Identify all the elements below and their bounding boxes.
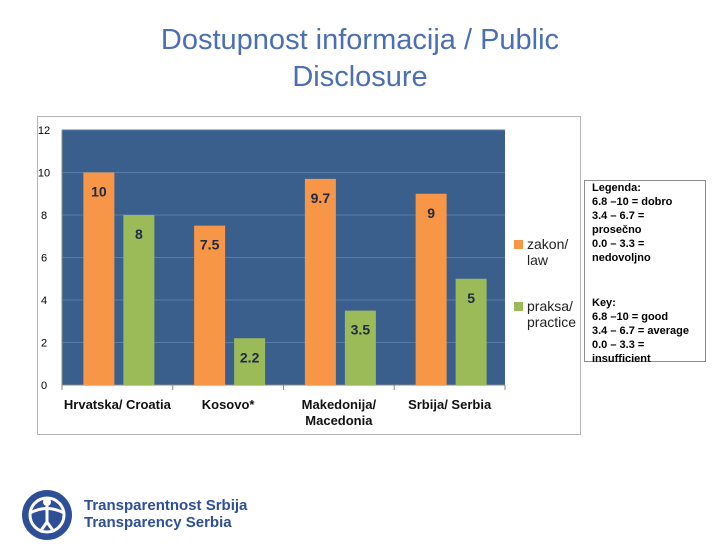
legend-label: practice <box>527 314 576 330</box>
legend-note-serbian: Legenda: 6.8 –10 = dobro 3.4 – 6.7 = pro… <box>592 182 673 264</box>
y-tick-label: 10 <box>38 168 50 180</box>
bar-value-label: 5 <box>467 290 475 306</box>
x-category-label: Kosovo* <box>202 397 256 412</box>
bar-value-label: 7.5 <box>200 237 220 253</box>
legend-label: law <box>527 252 549 268</box>
y-tick-label: 2 <box>41 338 47 350</box>
bar <box>194 225 226 385</box>
x-category-label: Makedonija/ <box>302 397 377 412</box>
bar <box>455 278 487 385</box>
x-category-label: Macedonia <box>305 413 373 428</box>
legend-note-box <box>584 180 706 362</box>
bar <box>123 215 155 385</box>
logo-text-line-2: Transparency Serbia <box>84 514 232 531</box>
bar-value-label: 2.2 <box>240 349 260 365</box>
y-tick-label: 8 <box>41 210 47 222</box>
bar <box>234 338 266 385</box>
y-tick-label: 6 <box>41 253 47 265</box>
logo-text-line-1: Transparentnost Srbija <box>84 497 248 514</box>
title-line-1: Dostupnost informacija / Public <box>160 24 560 56</box>
slide-title: Dostupnost informacija / Public Disclosu… <box>60 22 660 96</box>
bar-value-label: 3.5 <box>351 322 371 338</box>
transparency-serbia-logo-icon <box>22 490 72 540</box>
legend-swatch <box>514 302 523 311</box>
bar-value-label: 9 <box>427 205 435 221</box>
y-tick-label: 0 <box>41 380 47 392</box>
bar-value-label: 8 <box>135 226 143 242</box>
bar <box>415 193 447 385</box>
legend-label: zakon/ <box>527 236 568 252</box>
bar-value-label: 10 <box>91 184 107 200</box>
legend-label: praksa/ <box>527 298 573 314</box>
title-line-2: Disclosure <box>292 61 428 93</box>
bar <box>83 172 115 385</box>
bar <box>304 178 336 385</box>
y-tick-label: 4 <box>41 295 47 307</box>
y-tick-label: 12 <box>38 125 50 137</box>
bar-value-label: 9.7 <box>311 190 331 206</box>
legend-swatch <box>514 240 523 249</box>
legend-note-english: Key: 6.8 –10 = good 3.4 – 6.7 = average … <box>592 297 689 365</box>
x-category-label: Srbija/ Serbia <box>408 397 492 412</box>
x-category-label: Hrvatska/ Croatia <box>64 397 172 412</box>
bar <box>344 310 376 385</box>
